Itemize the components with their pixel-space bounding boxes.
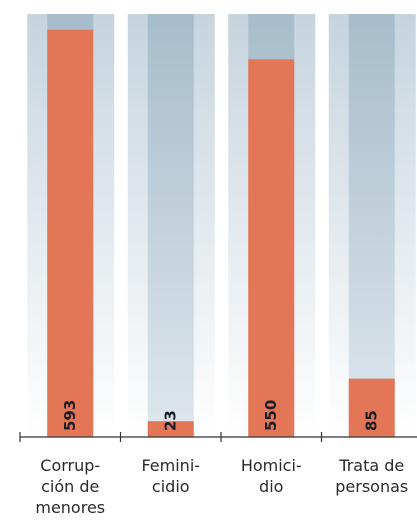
column-strip <box>147 14 194 437</box>
bar <box>248 59 295 437</box>
x-tick-label: Trata de personas <box>335 456 409 496</box>
value-label: 23 <box>161 410 179 431</box>
bar <box>348 378 395 437</box>
value-label: 550 <box>262 400 280 431</box>
x-tick-label: Corrup- ción de menores <box>35 456 106 517</box>
value-label: 593 <box>61 400 79 431</box>
value-label: 85 <box>362 410 380 431</box>
x-tick-label: Femini- cidio <box>141 456 201 496</box>
column-strip <box>348 14 395 437</box>
x-tick-label: Homici- dio <box>240 456 302 496</box>
bar <box>47 29 94 438</box>
bar <box>147 421 194 437</box>
